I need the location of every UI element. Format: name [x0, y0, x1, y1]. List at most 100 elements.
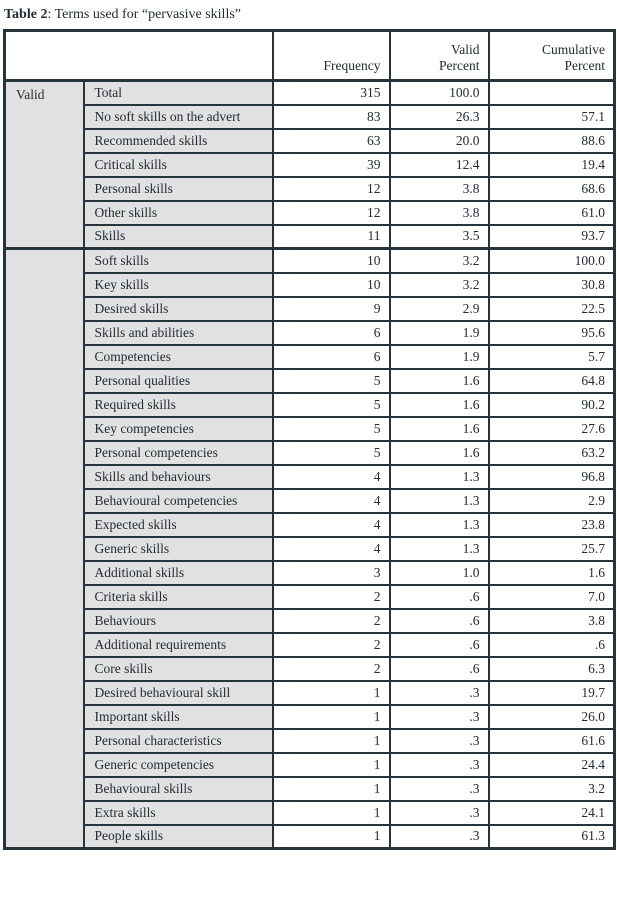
- table-row: Expected skills 4 1.3 23.8: [5, 511, 616, 538]
- table-row: Personal qualities 5 1.6 64.8: [5, 367, 616, 394]
- term-cell: Recommended skills: [82, 127, 274, 154]
- term-cell: Key skills: [82, 271, 274, 298]
- cumulative-percent-cell: 19.4: [487, 151, 616, 178]
- cumulative-percent-cell: 64.8: [487, 367, 616, 394]
- term-cell: Key competencies: [82, 415, 274, 442]
- frequency-cell: 1: [271, 799, 391, 826]
- valid-percent-cell: .3: [388, 679, 490, 706]
- frequency-cell: 9: [271, 295, 391, 322]
- valid-percent-cell: 2.9: [388, 295, 490, 322]
- frequency-cell: 2: [271, 631, 391, 658]
- term-cell: Desired skills: [82, 295, 274, 322]
- frequency-cell: 12: [271, 199, 391, 226]
- frequency-cell: 4: [271, 535, 391, 562]
- table-row: Soft skills 10 3.2 100.0: [3, 247, 616, 850]
- valid-percent-cell: 1.6: [388, 415, 490, 442]
- cumulative-percent-cell: 7.0: [487, 583, 616, 610]
- term-cell: Personal competencies: [82, 439, 274, 466]
- valid-percent-cell: 1.6: [388, 391, 490, 418]
- table-header: Frequency Valid Percent Cumulative Perce…: [3, 29, 616, 82]
- table-row: Key skills 10 3.2 30.8: [5, 271, 616, 298]
- frequency-cell: 6: [271, 343, 391, 370]
- cumulative-percent-cell: 27.6: [487, 415, 616, 442]
- table-row: Behavioural competencies 4 1.3 2.9: [5, 487, 616, 514]
- frequency-cell: 1: [271, 727, 391, 754]
- frequency-cell: 1: [271, 703, 391, 730]
- table-row: Extra skills 1.3 24.1: [5, 799, 616, 826]
- valid-percent-cell: 1.9: [388, 343, 490, 370]
- valid-percent-cell: 1.9: [388, 319, 490, 346]
- valid-percent-cell: 1.3: [388, 463, 490, 490]
- valid-percent-cell: 3.2: [388, 247, 490, 274]
- table-row: Competencies 6 1.9 5.7: [5, 343, 616, 370]
- table-row: Other skills 12 3.8 61.0: [5, 199, 616, 226]
- cumulative-percent-cell: 61.3: [487, 823, 616, 850]
- frequency-cell: 1: [271, 679, 391, 706]
- cumulative-percent-cell: [487, 79, 616, 106]
- frequency-cell: 39: [271, 151, 391, 178]
- table-row: No soft skills on the advert 83 26.3 57.1: [5, 103, 616, 130]
- cumulative-percent-cell: 22.5: [487, 295, 616, 322]
- valid-percent-cell: .3: [388, 727, 490, 754]
- cumulative-percent-cell: 1.6: [487, 559, 616, 586]
- cumulative-percent-cell: 95.6: [487, 319, 616, 346]
- term-cell: Skills and behaviours: [82, 463, 274, 490]
- term-cell: Competencies: [82, 343, 274, 370]
- cumulative-percent-cell: 23.8: [487, 511, 616, 538]
- table-row: Required skills 5 1.6 90.2: [5, 391, 616, 418]
- term-cell: Important skills: [82, 703, 274, 730]
- group-label-valid: Valid: [3, 79, 85, 250]
- valid-percent-cell: .6: [388, 583, 490, 610]
- term-cell: Required skills: [82, 391, 274, 418]
- term-cell: Personal qualities: [82, 367, 274, 394]
- cumulative-percent-cell: 3.2: [487, 775, 616, 802]
- frequency-cell: 6: [271, 319, 391, 346]
- cumulative-percent-cell: 93.7: [487, 223, 616, 250]
- frequency-cell: 315: [271, 79, 391, 106]
- header-blank-cell: [3, 29, 274, 82]
- valid-percent-cell: 3.5: [388, 223, 490, 250]
- term-cell: Soft skills: [82, 247, 274, 274]
- valid-percent-cell: .3: [388, 823, 490, 850]
- table-row: Personal skills 12 3.8 68.6: [5, 175, 616, 202]
- frequency-cell: 4: [271, 511, 391, 538]
- caption-text: : Terms used for “pervasive skills”: [47, 7, 241, 22]
- valid-percent-cell: .6: [388, 607, 490, 634]
- pervasive-skills-frequency-table: Frequency Valid Percent Cumulative Perce…: [3, 29, 616, 850]
- table-row: Personal competencies 5 1.6 63.2: [5, 439, 616, 466]
- frequency-cell: 10: [271, 271, 391, 298]
- cumulative-percent-cell: 68.6: [487, 175, 616, 202]
- term-cell: Personal characteristics: [82, 727, 274, 754]
- frequency-cell: 4: [271, 463, 391, 490]
- cumulative-percent-cell: 6.3: [487, 655, 616, 682]
- frequency-cell: 4: [271, 487, 391, 514]
- cumulative-percent-cell: 90.2: [487, 391, 616, 418]
- valid-percent-cell: .6: [388, 631, 490, 658]
- term-cell: Total: [82, 79, 274, 106]
- group-label-blank: [3, 247, 85, 850]
- table-row: Skills and behaviours 4 1.3 96.8: [5, 463, 616, 490]
- term-cell: Core skills: [82, 655, 274, 682]
- cumulative-percent-cell: 3.8: [487, 607, 616, 634]
- table-row: Key competencies 5 1.6 27.6: [5, 415, 616, 442]
- valid-percent-cell: .3: [388, 799, 490, 826]
- table-row: People skills 1.3 61.3: [5, 823, 616, 850]
- cumulative-percent-cell: 24.1: [487, 799, 616, 826]
- col-header-valid-percent: Valid Percent: [388, 29, 490, 82]
- frequency-cell: 2: [271, 583, 391, 610]
- table-row: Skills 11 3.5 93.7: [5, 223, 616, 250]
- col-header-cumulative-percent: Cumulative Percent: [487, 29, 616, 82]
- valid-percent-cell: 100.0: [388, 79, 490, 106]
- cumulative-percent-cell: 30.8: [487, 271, 616, 298]
- frequency-cell: 1: [271, 775, 391, 802]
- table-row: Important skills 1.3 26.0: [5, 703, 616, 730]
- valid-percent-cell: 26.3: [388, 103, 490, 130]
- term-cell: Desired behavioural skill: [82, 679, 274, 706]
- table-row: Desired behavioural skill 1.3 19.7: [5, 679, 616, 706]
- frequency-cell: 5: [271, 367, 391, 394]
- valid-percent-cell: 1.3: [388, 511, 490, 538]
- valid-percent-cell: .3: [388, 751, 490, 778]
- frequency-cell: 5: [271, 391, 391, 418]
- cumulative-percent-cell: 100.0: [487, 247, 616, 274]
- cumulative-percent-cell: 88.6: [487, 127, 616, 154]
